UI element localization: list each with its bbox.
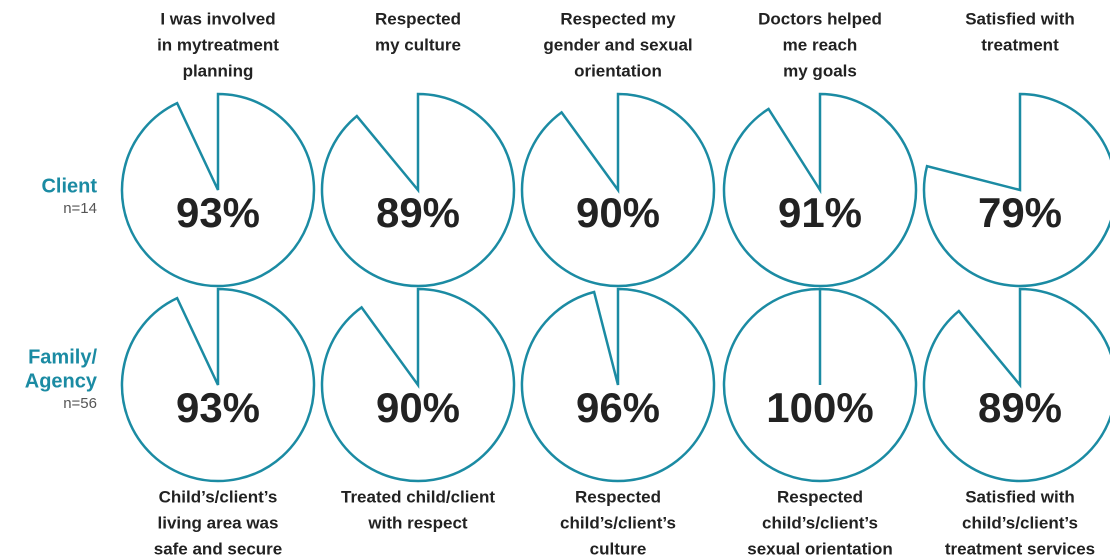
pie-caption: orientation <box>574 61 662 80</box>
value-label: 79% <box>978 189 1062 236</box>
pie-slice <box>520 287 716 483</box>
pie-caption: my culture <box>375 35 461 54</box>
row-n: n=56 <box>63 395 97 412</box>
value-label: 100% <box>766 384 873 431</box>
pie-caption: child’s/client’s <box>962 513 1078 532</box>
pie-caption: Satisfied with <box>965 9 1075 28</box>
pie-caption: sexual orientation <box>747 539 892 558</box>
pie-slice <box>922 287 1110 483</box>
pie-caption: Respected <box>375 9 461 28</box>
value-label: 96% <box>576 384 660 431</box>
pie-caption: treatment services <box>945 539 1095 558</box>
value-label: 90% <box>576 189 660 236</box>
value-label: 90% <box>376 384 460 431</box>
pie-caption: I was involved <box>160 9 275 28</box>
pie-caption: Child’s/client’s <box>159 487 278 506</box>
pie-slice <box>722 92 918 288</box>
value-label: 89% <box>978 384 1062 431</box>
pie-caption: Doctors helped <box>758 9 882 28</box>
value-label: 91% <box>778 189 862 236</box>
pie-caption: treatment <box>981 35 1059 54</box>
pie-slice <box>320 287 516 483</box>
pie-slice <box>120 287 316 483</box>
pie-caption: gender and sexual <box>543 35 692 54</box>
value-label: 93% <box>176 384 260 431</box>
pie-caption: safe and secure <box>154 539 283 558</box>
pie-slice <box>922 92 1110 288</box>
pie-caption: my goals <box>783 61 857 80</box>
pie-slice <box>722 287 918 483</box>
pie-slice <box>520 92 716 288</box>
pie-caption: child’s/client’s <box>560 513 676 532</box>
row-label: Family/ <box>28 346 97 368</box>
row-n: n=14 <box>63 200 97 217</box>
value-label: 93% <box>176 189 260 236</box>
row-label: Client <box>41 175 97 197</box>
pie-slice <box>120 92 316 288</box>
pie-caption: with respect <box>367 513 468 532</box>
pie-caption: planning <box>183 61 254 80</box>
pie-slice <box>320 92 516 288</box>
pie-caption: me reach <box>783 35 858 54</box>
pie-caption: Respected my <box>560 9 676 28</box>
pie-caption: Respected <box>777 487 863 506</box>
pie-caption: culture <box>590 539 647 558</box>
value-label: 89% <box>376 189 460 236</box>
row-label: Agency <box>25 370 98 392</box>
pie-caption: Respected <box>575 487 661 506</box>
pie-caption: in mytreatment <box>157 35 279 54</box>
pie-caption: Treated child/client <box>341 487 495 506</box>
pie-caption: Satisfied with <box>965 487 1075 506</box>
pie-caption: living area was <box>158 513 279 532</box>
pie-caption: child’s/client’s <box>762 513 878 532</box>
